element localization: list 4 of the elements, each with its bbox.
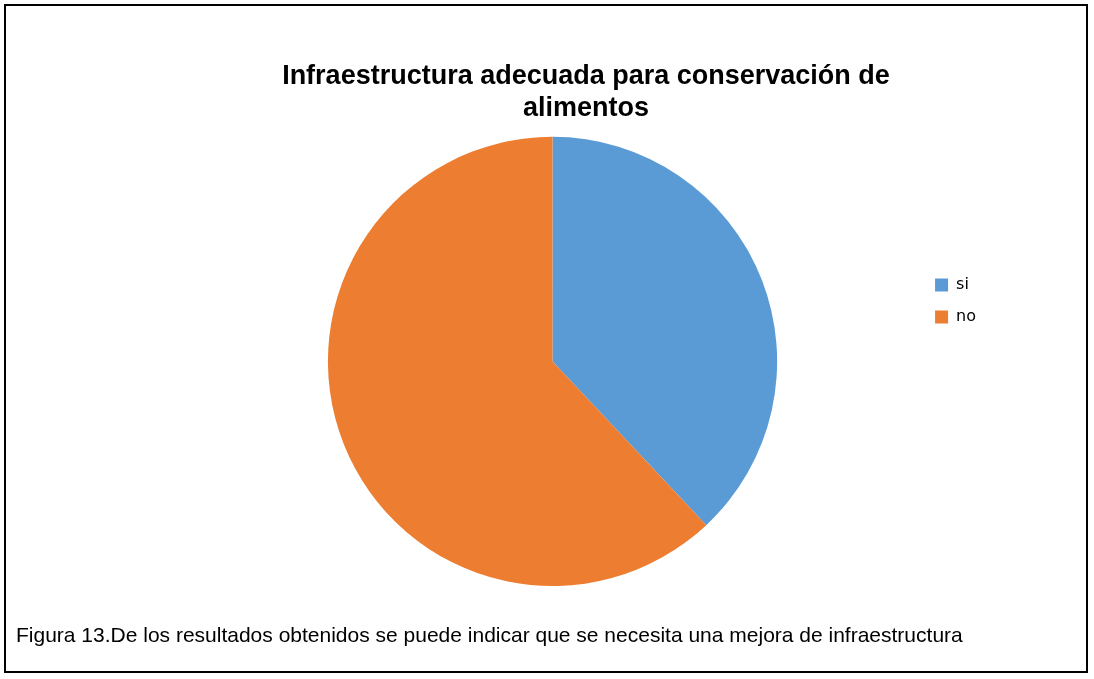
legend-label: si bbox=[956, 274, 969, 294]
legend-label: no bbox=[956, 306, 977, 326]
chart-title: Infraestructura adecuada para conservación de alimentos bbox=[282, 59, 890, 123]
text: Figura 13.De los resultados obtenidos se puede indicar que se necesita una mejora de infraestructura bbox=[16, 623, 964, 647]
